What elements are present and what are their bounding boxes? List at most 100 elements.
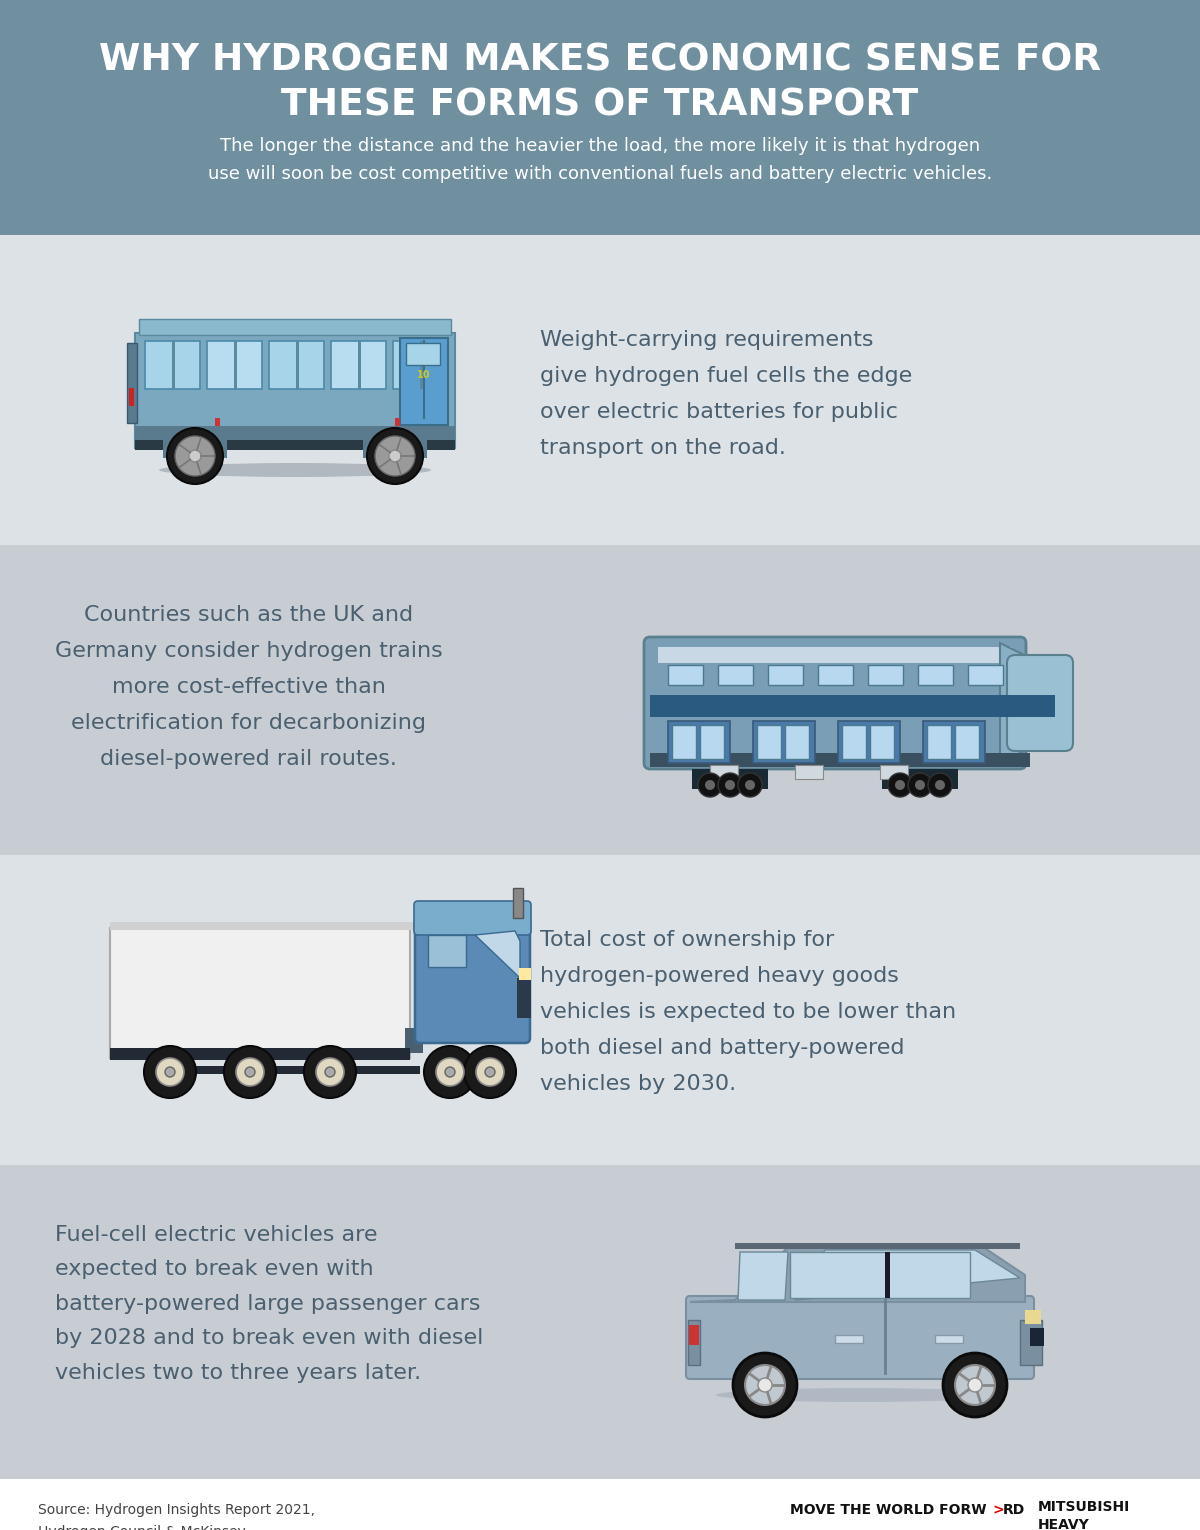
Bar — [296, 341, 299, 389]
Bar — [0, 545, 1200, 855]
Circle shape — [224, 1047, 276, 1099]
Circle shape — [236, 1059, 264, 1086]
Bar — [134, 425, 455, 448]
Bar — [1020, 1320, 1042, 1365]
Bar — [395, 418, 400, 425]
Text: WHY HYDROGEN MAKES ECONOMIC SENSE FOR: WHY HYDROGEN MAKES ECONOMIC SENSE FOR — [98, 41, 1102, 78]
Circle shape — [718, 773, 742, 797]
Bar — [870, 725, 894, 759]
Bar — [0, 236, 1200, 545]
Text: MOVE THE WORLD FORW: MOVE THE WORLD FORW — [790, 1502, 986, 1518]
Bar — [886, 1252, 890, 1297]
Bar — [785, 725, 809, 759]
Circle shape — [245, 1066, 256, 1077]
Circle shape — [895, 780, 905, 789]
Circle shape — [738, 773, 762, 797]
Bar — [918, 666, 953, 685]
Bar — [688, 1320, 700, 1365]
Polygon shape — [738, 1252, 788, 1300]
Circle shape — [725, 780, 734, 789]
Circle shape — [144, 1047, 196, 1099]
Circle shape — [367, 428, 424, 483]
Circle shape — [304, 1047, 356, 1099]
Circle shape — [733, 1353, 797, 1417]
Circle shape — [928, 773, 952, 797]
Bar — [172, 341, 175, 389]
Bar — [331, 341, 386, 389]
Bar — [923, 721, 985, 763]
Circle shape — [955, 1365, 995, 1405]
Circle shape — [968, 1379, 982, 1392]
Circle shape — [156, 1059, 184, 1086]
Bar — [0, 1164, 1200, 1475]
Circle shape — [166, 1066, 175, 1077]
Bar — [796, 765, 823, 779]
Bar — [700, 725, 724, 759]
Bar — [160, 1066, 420, 1074]
Bar — [757, 725, 781, 759]
Circle shape — [745, 780, 755, 789]
Bar — [364, 441, 427, 457]
Circle shape — [943, 1353, 1007, 1417]
Polygon shape — [1000, 643, 1060, 763]
Bar — [668, 721, 730, 763]
Bar — [208, 341, 262, 389]
Bar — [734, 1242, 1020, 1248]
Bar — [110, 923, 414, 930]
Bar — [145, 341, 200, 389]
Bar — [754, 721, 815, 763]
Circle shape — [436, 1059, 464, 1086]
Bar — [710, 765, 738, 779]
Bar — [134, 441, 455, 450]
Bar — [400, 338, 448, 425]
Bar — [955, 725, 979, 759]
Bar — [650, 695, 1055, 718]
Circle shape — [476, 1059, 504, 1086]
Bar — [234, 341, 238, 389]
Bar — [110, 1048, 410, 1060]
Text: Countries such as the UK and
Germany consider hydrogen trains
more cost-effectiv: Countries such as the UK and Germany con… — [55, 604, 443, 770]
Text: Fuel-cell electric vehicles are
expected to break even with
battery-powered larg: Fuel-cell electric vehicles are expected… — [55, 1226, 484, 1383]
FancyBboxPatch shape — [644, 636, 1026, 770]
Text: RD: RD — [1003, 1502, 1025, 1518]
Bar — [428, 935, 466, 967]
Text: Total cost of ownership for
hydrogen-powered heavy goods
vehicles is expected to: Total cost of ownership for hydrogen-pow… — [540, 930, 956, 1094]
Circle shape — [916, 780, 925, 789]
Bar — [868, 666, 904, 685]
Circle shape — [888, 773, 912, 797]
Bar — [517, 978, 530, 1017]
Bar — [1030, 1328, 1044, 1346]
Circle shape — [908, 773, 932, 797]
Bar — [134, 334, 455, 448]
Bar — [420, 341, 424, 389]
FancyBboxPatch shape — [1007, 655, 1073, 751]
Bar — [842, 725, 866, 759]
Bar — [0, 1475, 1200, 1530]
Circle shape — [698, 773, 722, 797]
Bar — [0, 0, 1200, 236]
Circle shape — [316, 1059, 344, 1086]
Bar — [163, 441, 227, 457]
Circle shape — [445, 1066, 455, 1077]
Bar — [406, 343, 440, 366]
Circle shape — [167, 428, 223, 483]
Bar — [139, 318, 451, 335]
Bar — [110, 929, 410, 1059]
Circle shape — [424, 1047, 476, 1099]
Bar — [520, 968, 530, 981]
Bar — [668, 666, 703, 685]
Bar — [130, 389, 134, 405]
Text: Weight-carrying requirements
give hydrogen fuel cells the edge
over electric bat: Weight-carrying requirements give hydrog… — [540, 330, 912, 457]
Bar — [928, 725, 952, 759]
Text: 10: 10 — [418, 370, 431, 379]
Bar — [394, 341, 448, 389]
Text: Source: Hydrogen Insights Report 2021,
Hydrogen Council & McKinsey: Source: Hydrogen Insights Report 2021, H… — [38, 1502, 314, 1530]
Bar — [790, 1252, 970, 1297]
Bar — [127, 343, 137, 422]
Bar — [1025, 1310, 1042, 1323]
Bar — [0, 855, 1200, 1164]
Bar — [768, 666, 803, 685]
Bar — [692, 770, 768, 789]
FancyBboxPatch shape — [686, 1296, 1034, 1379]
Bar — [838, 721, 900, 763]
